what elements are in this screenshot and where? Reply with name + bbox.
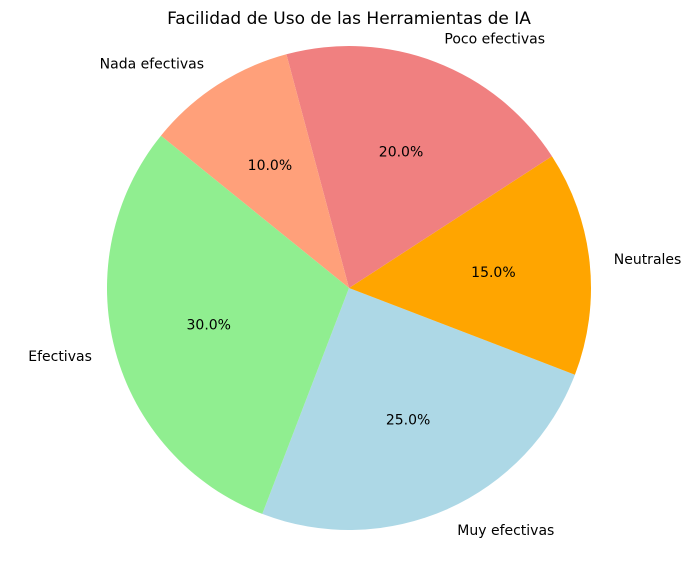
value-label: 30.0% bbox=[187, 318, 231, 334]
pie-slice bbox=[286, 46, 552, 289]
slice-label: Poco efectivas bbox=[444, 31, 545, 47]
value-label: 10.0% bbox=[248, 158, 292, 174]
pie-slice bbox=[262, 288, 575, 530]
chart-title: Facilidad de Uso de las Herramientas de … bbox=[167, 9, 531, 29]
pie-slice bbox=[160, 54, 349, 289]
value-label: 20.0% bbox=[379, 144, 423, 160]
slice-label: Neutrales bbox=[614, 252, 682, 268]
pie-slice bbox=[349, 156, 591, 375]
value-label: 25.0% bbox=[386, 413, 430, 429]
pie-slice bbox=[107, 135, 349, 514]
slice-label: Nada efectivas bbox=[100, 57, 204, 73]
slice-label: Efectivas bbox=[28, 349, 92, 365]
value-label: 15.0% bbox=[471, 265, 515, 281]
slice-label: Muy efectivas bbox=[457, 523, 554, 539]
